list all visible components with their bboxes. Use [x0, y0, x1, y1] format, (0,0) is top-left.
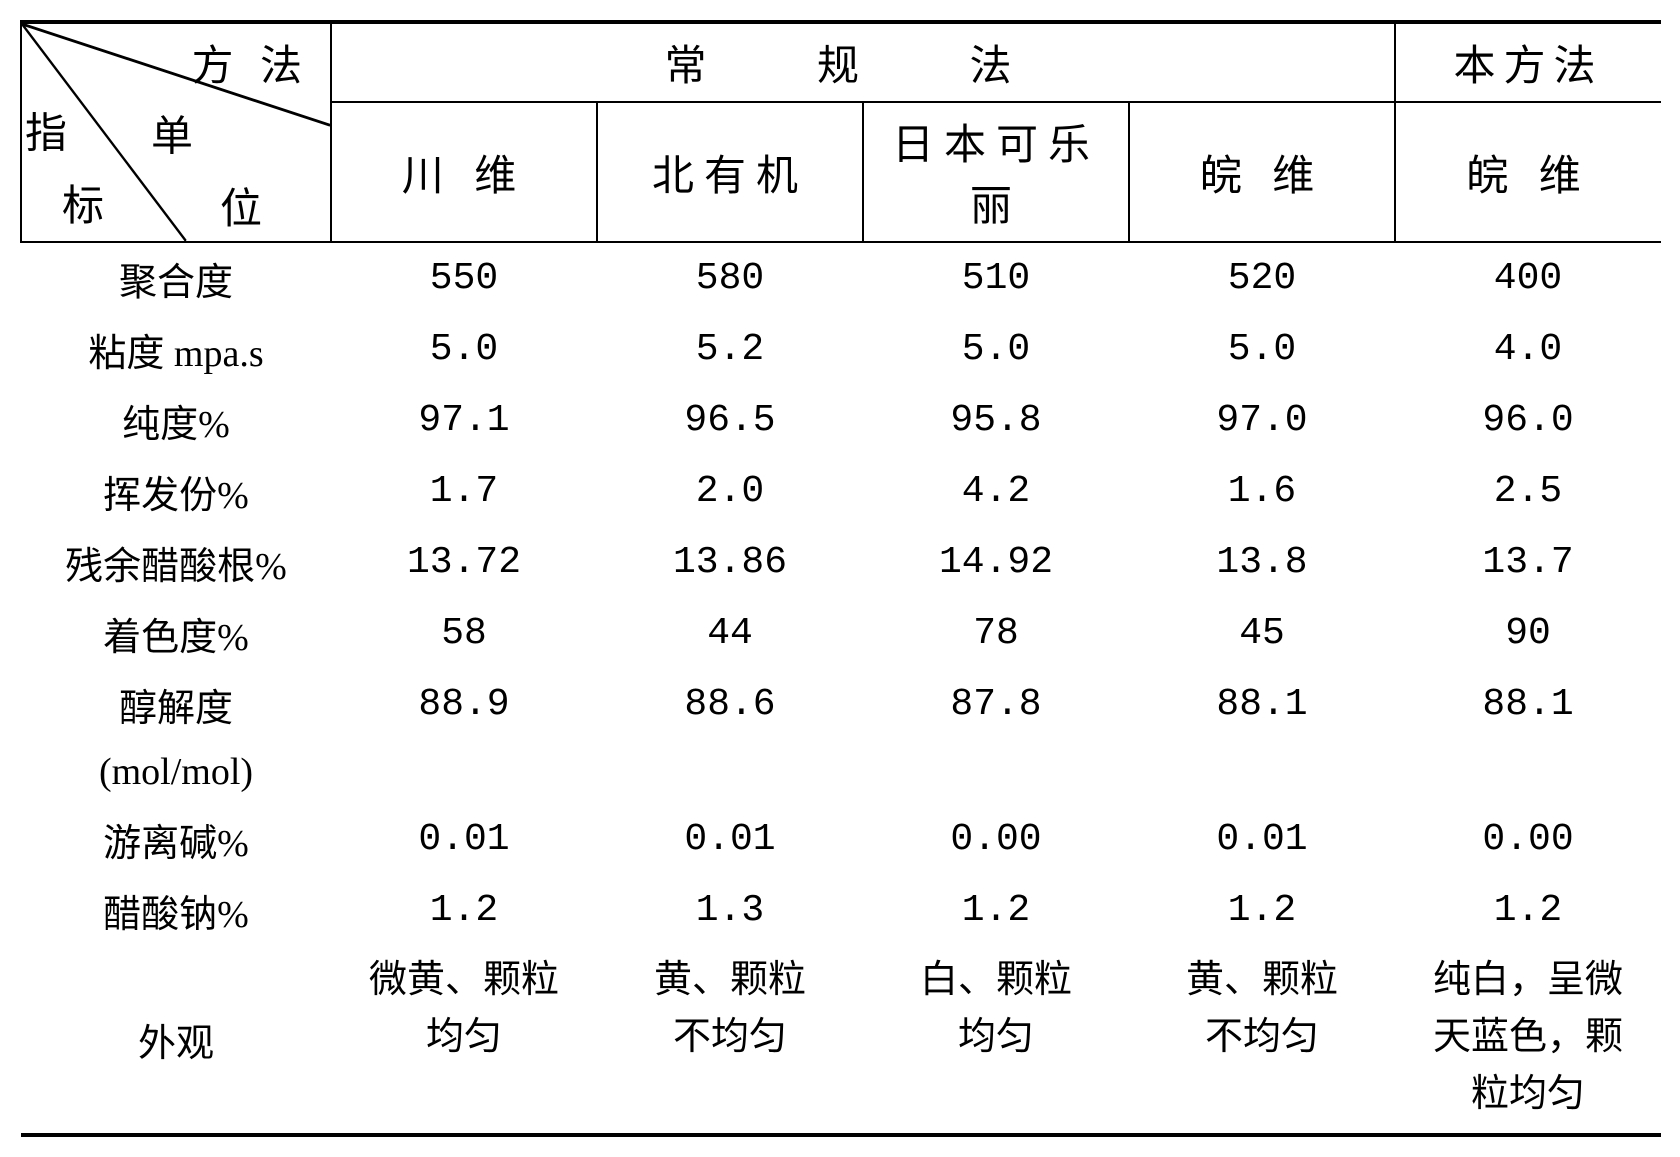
data-cell: 97.0	[1129, 385, 1395, 456]
column-group-this-method: 本方法	[1395, 22, 1661, 102]
table-row: 粘度 mpa.s5.05.25.05.04.0	[21, 314, 1661, 385]
data-cell: 5.2	[597, 314, 863, 385]
data-cell: 88.6	[597, 669, 863, 740]
indicator-label: 纯度%	[21, 385, 331, 456]
data-cell: 1.7	[331, 456, 597, 527]
subheader-2: 日本可乐丽	[863, 102, 1129, 242]
data-cell: 0.01	[331, 804, 597, 875]
data-cell	[1395, 740, 1661, 804]
data-cell: 4.0	[1395, 314, 1661, 385]
diag-label-zhi: 指	[25, 100, 75, 161]
table-row: 挥发份%1.72.04.21.62.5	[21, 456, 1661, 527]
data-cell: 13.86	[597, 527, 863, 598]
data-cell: 96.0	[1395, 385, 1661, 456]
data-cell: 1.2	[331, 875, 597, 946]
table-row: 聚合度550580510520400	[21, 242, 1661, 314]
diag-label-dan: 单	[151, 102, 201, 163]
diag-label-biao: 标	[62, 172, 112, 233]
data-cell: 13.72	[331, 527, 597, 598]
subheader-1: 北有机	[597, 102, 863, 242]
data-cell	[863, 740, 1129, 804]
indicator-label: 醇解度	[21, 669, 331, 740]
data-cell: 88.9	[331, 669, 597, 740]
data-cell: 0.01	[597, 804, 863, 875]
data-cell: 0.01	[1129, 804, 1395, 875]
data-cell	[597, 740, 863, 804]
subheader-3: 皖 维	[1129, 102, 1395, 242]
data-cell: 78	[863, 598, 1129, 669]
diag-label-wei: 位	[220, 175, 270, 236]
table-row: (mol/mol)	[21, 740, 1661, 804]
indicator-label: (mol/mol)	[21, 740, 331, 804]
data-cell: 1.3	[597, 875, 863, 946]
data-cell	[1129, 740, 1395, 804]
data-cell: 0.00	[1395, 804, 1661, 875]
data-cell: 1.6	[1129, 456, 1395, 527]
data-cell: 90	[1395, 598, 1661, 669]
data-cell: 97.1	[331, 385, 597, 456]
indicator-label: 残余醋酸根%	[21, 527, 331, 598]
table-row: 醋酸钠%1.21.31.21.21.2	[21, 875, 1661, 946]
data-cell: 13.8	[1129, 527, 1395, 598]
data-cell: 5.0	[331, 314, 597, 385]
data-cell: 44	[597, 598, 863, 669]
indicator-label: 着色度%	[21, 598, 331, 669]
data-cell-appearance: 微黄、颗粒均匀	[331, 946, 597, 1135]
data-cell: 510	[863, 242, 1129, 314]
indicator-label: 游离碱%	[21, 804, 331, 875]
diagonal-header-cell: 方 法 指 单 标 位	[21, 22, 331, 242]
table-body: 聚合度550580510520400粘度 mpa.s5.05.25.05.04.…	[21, 242, 1661, 1135]
column-group-conventional: 常 规 法	[331, 22, 1395, 102]
data-cell: 14.92	[863, 527, 1129, 598]
data-cell: 58	[331, 598, 597, 669]
data-cell-appearance: 纯白，呈微天蓝色，颗粒均匀	[1395, 946, 1661, 1135]
indicator-label: 挥发份%	[21, 456, 331, 527]
subheader-4: 皖 维	[1395, 102, 1661, 242]
table-row: 醇解度88.988.687.888.188.1	[21, 669, 1661, 740]
indicator-label: 醋酸钠%	[21, 875, 331, 946]
diag-label-method: 方 法	[191, 32, 310, 93]
data-cell: 88.1	[1129, 669, 1395, 740]
data-cell-appearance: 黄、颗粒不均匀	[1129, 946, 1395, 1135]
data-cell: 520	[1129, 242, 1395, 314]
table-row-appearance: 外观微黄、颗粒均匀黄、颗粒不均匀白、颗粒均匀黄、颗粒不均匀纯白，呈微天蓝色，颗粒…	[21, 946, 1661, 1135]
data-cell: 1.2	[863, 875, 1129, 946]
data-cell: 1.2	[1395, 875, 1661, 946]
table-row: 游离碱%0.010.010.000.010.00	[21, 804, 1661, 875]
data-cell: 400	[1395, 242, 1661, 314]
subheader-0: 川 维	[331, 102, 597, 242]
data-cell: 5.0	[863, 314, 1129, 385]
data-cell: 2.5	[1395, 456, 1661, 527]
data-cell: 13.7	[1395, 527, 1661, 598]
data-cell: 4.2	[863, 456, 1129, 527]
data-cell: 580	[597, 242, 863, 314]
header-row-groups: 方 法 指 单 标 位 常 规 法 本方法	[21, 22, 1661, 102]
data-cell: 5.0	[1129, 314, 1395, 385]
table-row: 纯度%97.196.595.897.096.0	[21, 385, 1661, 456]
data-cell: 550	[331, 242, 597, 314]
data-cell: 45	[1129, 598, 1395, 669]
data-cell: 88.1	[1395, 669, 1661, 740]
data-cell: 1.2	[1129, 875, 1395, 946]
data-cell: 2.0	[597, 456, 863, 527]
data-cell: 95.8	[863, 385, 1129, 456]
indicator-label: 粘度 mpa.s	[21, 314, 331, 385]
data-cell	[331, 740, 597, 804]
comparison-table-container: 方 法 指 单 标 位 常 规 法 本方法 川 维 北有机 日本可乐丽 皖 维 …	[20, 20, 1660, 1137]
data-cell-appearance: 白、颗粒均匀	[863, 946, 1129, 1135]
data-cell-appearance: 黄、颗粒不均匀	[597, 946, 863, 1135]
table-row: 着色度%5844784590	[21, 598, 1661, 669]
comparison-table: 方 法 指 单 标 位 常 规 法 本方法 川 维 北有机 日本可乐丽 皖 维 …	[20, 20, 1661, 1137]
data-cell: 87.8	[863, 669, 1129, 740]
data-cell: 96.5	[597, 385, 863, 456]
data-cell: 0.00	[863, 804, 1129, 875]
indicator-label: 聚合度	[21, 242, 331, 314]
indicator-label-appearance: 外观	[21, 946, 331, 1135]
table-header: 方 法 指 单 标 位 常 规 法 本方法 川 维 北有机 日本可乐丽 皖 维 …	[21, 22, 1661, 242]
table-row: 残余醋酸根%13.7213.8614.9213.813.7	[21, 527, 1661, 598]
